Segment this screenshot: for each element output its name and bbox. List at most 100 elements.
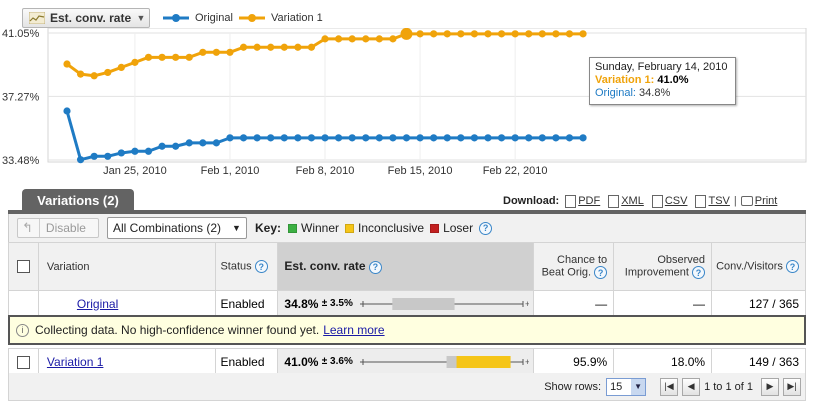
combinations-label: All Combinations (2) (113, 221, 222, 235)
header-rate[interactable]: Est. conv. rate ? (277, 242, 535, 291)
data-point (90, 72, 98, 80)
rate-margin: ± 3.5% (321, 298, 353, 309)
data-point (104, 152, 112, 160)
key-inconclusive-label: Inconclusive (358, 221, 425, 235)
data-point (76, 70, 85, 78)
disable-label: Disable (45, 221, 86, 235)
separator (38, 219, 40, 237)
tooltip-v1-label: Variation 1 (595, 74, 651, 86)
rows-per-page-select[interactable]: 15 ▼ (606, 377, 647, 396)
combinations-select[interactable]: All Combinations (2) ▼ (107, 217, 247, 239)
row-checkbox-cell (8, 290, 39, 317)
help-icon[interactable]: ? (368, 260, 382, 274)
learn-more-link[interactable]: Learn more (323, 323, 385, 337)
data-point (131, 58, 139, 66)
message-text: Collecting data. No high-confidence winn… (35, 323, 320, 337)
chart-tooltip: Sunday, February 14, 2010 Variation 1: 4… (589, 57, 736, 105)
data-point (497, 134, 506, 142)
observed-cell: 18.0% (613, 348, 713, 375)
data-point (430, 30, 438, 38)
data-point (579, 134, 587, 142)
show-rows-label: Show rows: (544, 380, 602, 393)
data-point (416, 30, 424, 38)
key-loser-label: Loser (443, 221, 474, 235)
download-tsv-link[interactable]: TSV (695, 194, 730, 208)
range-plus: + (525, 357, 529, 367)
print-label: Print (754, 195, 778, 207)
data-point (511, 134, 519, 142)
row-checkbox[interactable] (16, 355, 30, 369)
help-icon[interactable]: ? (594, 266, 608, 279)
help-icon[interactable]: ? (479, 221, 493, 235)
data-point (389, 35, 397, 43)
select-all-checkbox[interactable] (16, 260, 30, 273)
data-point (470, 30, 478, 38)
x-tick-label: Feb 1, 2010 (201, 165, 260, 177)
data-point (457, 134, 465, 142)
data-point (239, 134, 248, 142)
data-point (525, 134, 533, 142)
tab-variations[interactable]: Variations (2) (22, 189, 134, 211)
print-link[interactable]: Print (740, 195, 778, 207)
data-point (63, 107, 71, 115)
data-point (348, 35, 356, 43)
data-point (362, 134, 370, 142)
download-csv-label: CSV (664, 195, 688, 207)
data-point (579, 30, 587, 38)
key-winner-label: Winner (301, 221, 340, 235)
metric-select[interactable]: Est. conv. rate ▼ (22, 8, 150, 28)
rate-margin: ± 3.6% (321, 356, 353, 367)
data-point (497, 30, 506, 38)
data-point (348, 134, 356, 142)
variation-link-v1[interactable]: Variation 1 (46, 354, 104, 369)
disable-button[interactable]: ↰ Disable (17, 218, 99, 238)
data-point (484, 30, 492, 38)
data-point (375, 134, 383, 142)
table-header-row: Variation Status ? Est. conv. rate ? Cha… (8, 242, 806, 291)
data-point (158, 53, 166, 61)
data-point (416, 134, 424, 142)
legend-item-variation1: Variation 1 (239, 10, 323, 26)
data-point (307, 43, 316, 51)
data-point (335, 35, 343, 43)
data-point (335, 134, 343, 142)
data-point (212, 48, 220, 56)
table-footer: Show rows: 15 ▼ |◀ ◀ 1 to 1 of 1 ▶ ▶| (8, 373, 806, 401)
status-cell: Enabled (215, 348, 279, 375)
data-point (144, 147, 153, 155)
chance-cell: 95.9% (533, 348, 615, 375)
tsv-file-icon (695, 194, 707, 208)
info-icon: i (16, 323, 29, 337)
header-rate-label: Est. conv. rate (284, 259, 366, 274)
chance-cell: — (533, 290, 615, 317)
chevron-down-icon: ▼ (136, 13, 146, 23)
undo-arrow-icon: ↰ (22, 220, 33, 235)
page-info: 1 to 1 of 1 (704, 380, 753, 393)
rate-value: 41.0% (284, 354, 319, 369)
tooltip-orig-label: Original (595, 87, 633, 99)
header-observed-line1: Observed (657, 254, 706, 266)
x-tick-label: Feb 15, 2010 (388, 165, 453, 177)
xml-file-icon (608, 194, 620, 208)
data-point (63, 60, 71, 68)
data-point (443, 134, 451, 142)
next-page-button[interactable]: ▶ (761, 377, 779, 396)
data-point (280, 43, 288, 51)
prev-page-button[interactable]: ◀ (682, 377, 701, 396)
conversion-rate-chart: 41.05% 37.27% 33.48% Jan 25, 2010 Feb 1, 201… (2, 28, 807, 177)
data-point (172, 142, 180, 150)
download-pdf-label: PDF (578, 195, 601, 207)
help-icon[interactable]: ? (786, 260, 799, 273)
download-xml-link[interactable]: XML (608, 194, 644, 208)
download-csv-link[interactable]: CSV (651, 194, 688, 208)
chevron-down-icon: ▼ (232, 223, 241, 233)
tooltip-v1-value: 41.0% (657, 74, 689, 86)
help-icon[interactable]: ? (692, 266, 706, 279)
help-icon[interactable]: ? (254, 260, 268, 273)
last-page-button[interactable]: ▶| (783, 377, 801, 396)
data-point (511, 30, 519, 38)
first-page-button[interactable]: |◀ (660, 377, 679, 396)
variation-link-original[interactable]: Original (76, 296, 119, 311)
y-tick-label: 41.05% (2, 28, 40, 40)
download-pdf-link[interactable]: PDF (565, 194, 601, 208)
